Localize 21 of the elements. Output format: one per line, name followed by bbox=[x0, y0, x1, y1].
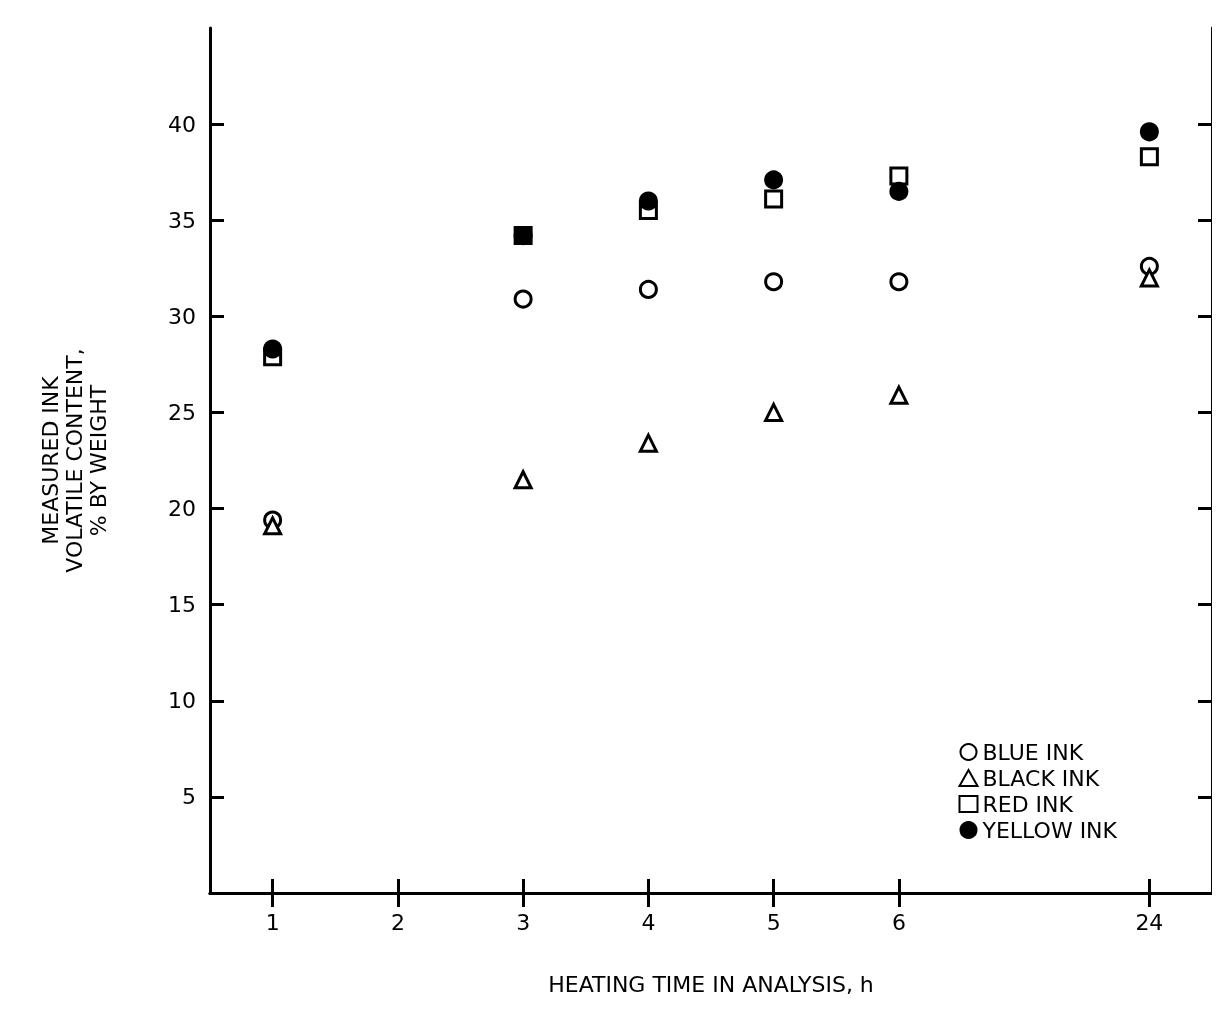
y-tick-label: 10 bbox=[168, 688, 196, 714]
legend-label: YELLOW INK bbox=[981, 817, 1118, 843]
x-axis-title: HEATING TIME IN ANALYSIS, h bbox=[548, 971, 874, 997]
y-tick-label: 40 bbox=[168, 111, 196, 137]
x-tick-label: 3 bbox=[516, 909, 531, 935]
y-axis-title: MEASURED INK VOLATILE CONTENT, % BY WEIGHT bbox=[37, 348, 111, 573]
y-tick-label: 30 bbox=[168, 303, 196, 329]
x-tick-label: 6 bbox=[891, 909, 906, 935]
x-tick-label: 24 bbox=[1135, 909, 1164, 935]
legend-label: BLUE INK bbox=[982, 739, 1084, 765]
x-tick-label: 2 bbox=[390, 909, 405, 935]
legend-label: RED INK bbox=[982, 791, 1074, 817]
y-tick-label: 20 bbox=[168, 496, 196, 522]
y-tick-label: 5 bbox=[182, 784, 196, 810]
y-tick-label: 15 bbox=[168, 592, 196, 618]
x-tick-label: 1 bbox=[265, 909, 280, 935]
legend-label: BLACK INK bbox=[982, 765, 1100, 791]
x-tick-label: 4 bbox=[641, 909, 656, 935]
y-tick-label: 25 bbox=[168, 399, 196, 425]
x-tick-label: 5 bbox=[766, 909, 781, 935]
y-tick-label: 35 bbox=[168, 207, 196, 233]
